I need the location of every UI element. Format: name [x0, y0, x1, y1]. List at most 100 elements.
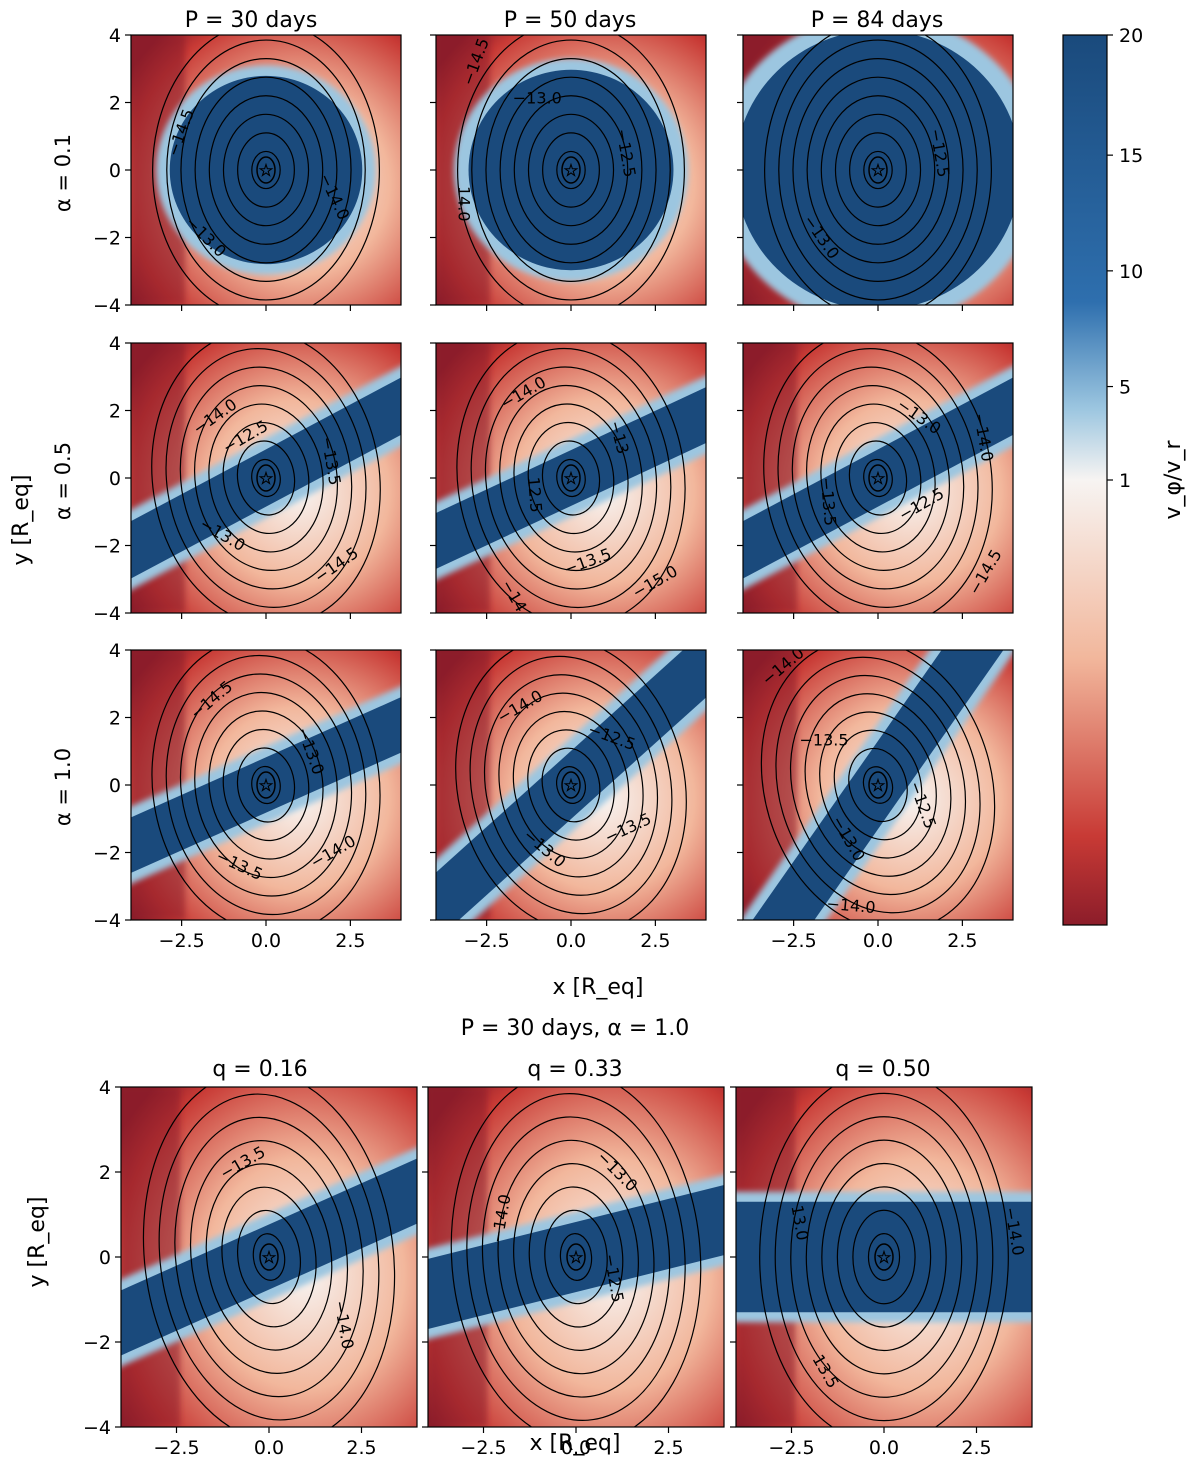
panel-b1: ☆−13.0−14.0−12.5: [422, 1086, 725, 1433]
contour-line: [774, 1092, 994, 1422]
contours: [151, 650, 381, 920]
x-tick-label: 0.0: [869, 1437, 899, 1459]
contour-line: [194, 76, 338, 264]
x-tick-label: −2.5: [460, 1437, 506, 1459]
x-tick-label: −2.5: [153, 1437, 199, 1459]
blue-band: [736, 1191, 1032, 1323]
contour-label: −13.0: [513, 89, 562, 108]
x-tick-label: 2.5: [640, 930, 670, 952]
y-tick-label: −4: [83, 1417, 111, 1439]
x-tick-label: 0.0: [254, 1437, 284, 1459]
contour-line: [527, 113, 615, 227]
x-tick-label: 0.0: [556, 930, 586, 952]
contour-line: [499, 384, 643, 572]
blue-band: [436, 343, 706, 613]
contour-line: [778, 39, 978, 301]
contour-line: [450, 1087, 702, 1427]
star-icon: ☆: [261, 1248, 276, 1268]
y-tick-label: 4: [109, 640, 121, 662]
contour-line: [189, 1140, 349, 1374]
contour-line: [848, 747, 908, 823]
contour-line: [775, 656, 981, 914]
x-tick-label: 0.0: [561, 1437, 591, 1459]
bottom-col-title-3: q = 0.50: [835, 1057, 930, 1082]
contour-line: [499, 76, 643, 264]
contour-line: [174, 1116, 364, 1398]
colorbar-tick-label: 5: [1119, 377, 1131, 399]
panel-b0: ☆−13.5−14.0: [115, 1086, 418, 1433]
star-ring: [868, 464, 888, 492]
star-icon: ☆: [258, 161, 273, 181]
star-icon: ☆: [876, 1248, 891, 1268]
contour-line: [820, 403, 936, 553]
contours: [450, 1087, 702, 1427]
y-tick-label: 2: [109, 93, 121, 115]
contour-line: [251, 150, 281, 190]
colorbar-bar: [1062, 34, 1108, 926]
contour-line: [541, 440, 601, 516]
colorbar-tick-label: 10: [1119, 261, 1143, 283]
bottom-col-title-1: q = 0.16: [212, 1057, 307, 1082]
contour-line: [497, 1139, 655, 1375]
blue-band: [428, 1087, 724, 1427]
contour-line: [208, 95, 324, 245]
contour-line: [764, 35, 992, 305]
star-ring: [561, 771, 581, 799]
blue-band: [743, 343, 1013, 613]
panel-g5: ☆−13.0 −14.0−13.5 −12.5−14.5: [737, 342, 1014, 619]
contour-label: −14.0: [826, 894, 877, 917]
contours: [152, 35, 380, 305]
star-icon: ☆: [870, 776, 885, 796]
star-ring: [868, 771, 888, 799]
blue-band: [436, 650, 706, 920]
contour-label: 12.5: [524, 476, 546, 513]
panel-g7: ☆−14.0−12.5−13.0 −13.5: [430, 649, 707, 926]
y-tick-label: −2: [83, 1332, 111, 1354]
star-ring: [256, 771, 276, 799]
contour-line: [498, 692, 644, 878]
y-tick-label: −2: [93, 228, 121, 250]
y-tick-label: −4: [93, 603, 121, 625]
contour-line: [789, 674, 967, 896]
contour-line: [513, 95, 629, 245]
star-icon: ☆: [870, 161, 885, 181]
contour-line: [208, 710, 324, 860]
labels-layer: 4 2 0 −2 −4 4 2 0 −2 −4 −2.5 0.0 2.5 4 2 0 −2 −4 −2.5 0.0 2.…: [83, 25, 992, 1459]
grid-x-label: x [R_eq]: [553, 975, 644, 1000]
contour-line: [805, 1139, 963, 1375]
contour-line: [483, 674, 659, 896]
contour-line: [151, 650, 381, 920]
col-title-2: P = 50 days: [504, 8, 637, 33]
star-ring: [561, 464, 581, 492]
contour-line: [142, 1087, 396, 1427]
contour-line: [205, 1163, 333, 1351]
bottom-y-label: y [R_eq]: [25, 1197, 50, 1288]
star-icon: ☆: [563, 469, 578, 489]
panel-g6: ☆−14.5−13.0−13.5 −14.0: [125, 649, 402, 926]
contour-line: [833, 729, 923, 841]
contour-line: [513, 1163, 639, 1351]
contour-line: [804, 693, 952, 877]
contour-line: [544, 1209, 608, 1305]
contour-line: [158, 1093, 380, 1421]
contour-line: [457, 35, 685, 305]
y-tick-label: −2: [93, 536, 121, 558]
contour-line: [236, 440, 296, 516]
y-tick-label: 0: [109, 160, 121, 182]
star-ring: [256, 464, 276, 492]
contours: [764, 35, 992, 305]
panel-g3: ☆−14.0−12.5 −13.5−13.0−14.5: [125, 342, 402, 619]
contours: [457, 35, 685, 305]
contour-line: [556, 458, 586, 498]
contour-line: [805, 385, 951, 571]
row-label-1: α = 0.1: [51, 134, 75, 212]
contour-line: [485, 58, 657, 282]
y-tick-label: 4: [109, 25, 121, 47]
contour-line: [777, 348, 979, 608]
contour-line: [527, 421, 615, 535]
contours: [759, 1087, 1009, 1427]
contour-line: [179, 366, 353, 590]
panel-g8: ☆−14.0−13.5−13.0−12.5−14.0: [737, 649, 1014, 926]
contour-line: [791, 366, 965, 590]
contour-line: [208, 403, 324, 553]
